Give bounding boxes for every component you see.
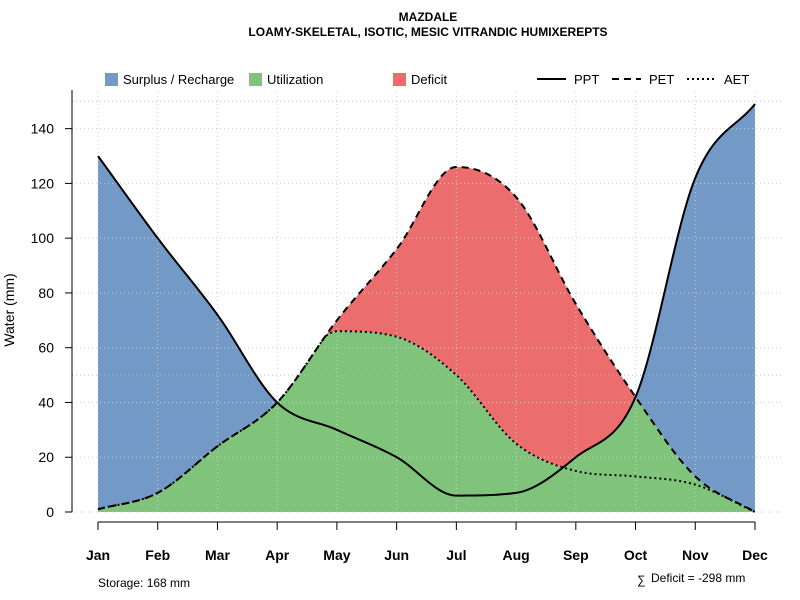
x-tick-label: Aug: [502, 547, 529, 563]
legend-label-aet: AET: [724, 72, 749, 87]
y-tick-label: 80: [38, 285, 54, 301]
legend-label-utilization: Utilization: [267, 72, 323, 87]
x-tick-label: Oct: [624, 547, 648, 563]
legend-swatch-utilization: [249, 73, 262, 86]
deficit-note: Deficit = -298 mm: [651, 571, 745, 585]
legend-label-surplus: Surplus / Recharge: [123, 72, 234, 87]
x-tick-label: Jun: [384, 547, 409, 563]
y-tick-label: 20: [38, 449, 54, 465]
y-tick-label: 40: [38, 394, 54, 410]
deficit-area: [98, 166, 755, 513]
y-axis-label: Water (mm): [1, 273, 17, 346]
chart-subtitle: LOAMY-SKELETAL, ISOTIC, MESIC VITRANDIC …: [248, 25, 607, 39]
legend-label-pet: PET: [649, 72, 674, 87]
y-tick-label: 60: [38, 340, 54, 356]
x-tick-label: Dec: [742, 547, 768, 563]
x-tick-label: Nov: [682, 547, 709, 563]
utilization-area: [98, 331, 755, 512]
x-tick-label: Apr: [265, 547, 290, 563]
x-tick-label: Jan: [86, 547, 110, 563]
plot-area: 0 20 40 60 80 100 120 140 Jan Feb Mar Apr May Jun Jul A…: [31, 90, 784, 563]
surplus-recharge-area: [98, 104, 755, 512]
storage-note: Storage: 168 mm: [98, 576, 190, 590]
legend-swatch-surplus: [105, 73, 118, 86]
legend-label-deficit: Deficit: [411, 72, 448, 87]
aet-line: [97, 330, 756, 513]
legend: Surplus / Recharge Utilization Deficit P…: [105, 72, 749, 87]
x-tick-label: Feb: [145, 547, 170, 563]
ppt-line: [97, 103, 756, 497]
y-tick-label: 120: [31, 175, 55, 191]
y-tick-label: 140: [31, 121, 55, 137]
legend-label-ppt: PPT: [574, 72, 599, 87]
y-tick-label: 0: [46, 504, 54, 520]
x-tick-label: May: [323, 547, 350, 563]
legend-swatch-deficit: [393, 73, 406, 86]
chart-title: MAZDALE: [399, 10, 458, 24]
deficit-sum-icon: ∑: [637, 573, 646, 587]
y-tick-label: 100: [31, 230, 55, 246]
x-tick-label: Jul: [446, 547, 466, 563]
x-tick-label: Sep: [563, 547, 589, 563]
x-tick-label: Mar: [205, 547, 230, 563]
